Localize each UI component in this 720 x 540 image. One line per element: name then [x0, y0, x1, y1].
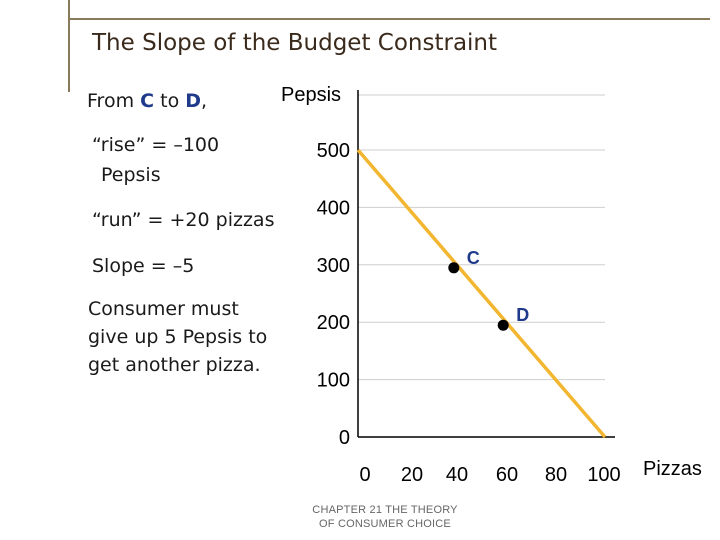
rise-text-line1: “rise” = –100: [92, 134, 220, 156]
slide-title: The Slope of the Budget Constraint: [92, 30, 498, 56]
x-tick-label-20: 20: [401, 464, 423, 486]
run-text: “run” = +20 pizzas: [92, 209, 275, 231]
caption-line-2: OF CONSUMER CHOICE: [319, 518, 451, 530]
budget-line-series-0: [356, 148, 607, 439]
from-to: to: [154, 90, 186, 112]
consumer-text-line1: Consumer must: [88, 298, 239, 320]
point-c-label: C: [467, 248, 480, 268]
y-tick-label-300: 300: [317, 255, 350, 277]
y-tick-label-400: 400: [317, 197, 350, 219]
y-tick-label-500: 500: [317, 140, 350, 162]
consumer-text-line2: give up 5 Pepsis to: [88, 326, 268, 348]
chapter-caption: CHAPTER 21 THE THEORY OF CONSUMER CHOICE: [285, 503, 485, 531]
from-point-d: D: [185, 90, 202, 112]
x-tick-label-40: 40: [446, 464, 468, 486]
point-c-marker: [448, 262, 460, 274]
rise-text-line2: Pepsis: [101, 164, 161, 186]
slope-text: Slope = –5: [92, 255, 195, 277]
y-axis-label: Pepsis: [281, 84, 342, 106]
consumer-text-line3: get another pizza.: [88, 354, 261, 376]
from-prefix: From: [87, 90, 141, 112]
y-tick-label-0: 0: [339, 427, 350, 449]
from-c-to-d-text: From C to D,: [87, 90, 207, 112]
caption-line-1: CHAPTER 21 THE THEORY: [312, 504, 458, 516]
x-tick-label-80: 80: [545, 464, 567, 486]
x-tick-label-60: 60: [496, 464, 518, 486]
decorative-horizontal-rule: [70, 18, 710, 20]
from-suffix: ,: [201, 90, 208, 112]
decorative-vertical-rule: [68, 0, 70, 92]
point-d-marker: [497, 319, 509, 331]
point-d-label: D: [516, 305, 529, 325]
y-tick-label-100: 100: [317, 370, 350, 392]
x-tick-label-100: 100: [587, 464, 620, 486]
y-tick-label-200: 200: [317, 312, 350, 334]
x-tick-label-0: 0: [359, 464, 370, 486]
from-point-c: C: [140, 90, 155, 112]
x-axis-label: Pizzas: [643, 458, 702, 480]
